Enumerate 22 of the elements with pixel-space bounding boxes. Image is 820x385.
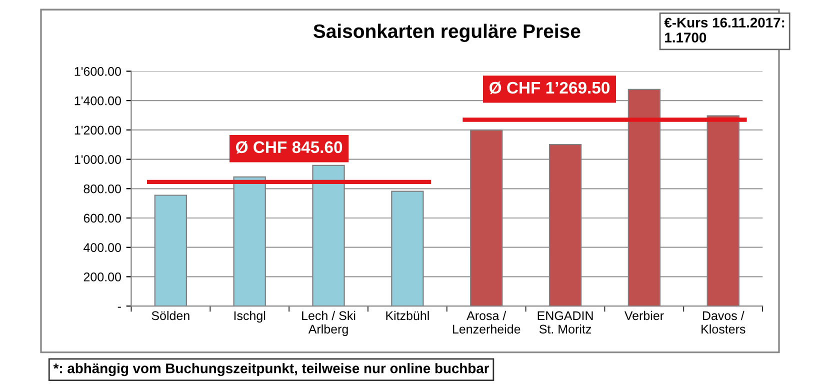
x-tick-label: Davos / Klosters [702,310,746,334]
x-tick-label: Arosa / Lenzerheide [452,310,520,334]
x-tick-label: Ischgl [234,310,266,323]
x-tick-label: ENGADIN St. Moritz [538,311,593,334]
ref-line-label: Ø CHF 1’269.50 [490,82,610,94]
y-tick-label: 1'400.00 [74,96,121,106]
x-tick-label: Lech / Ski Arlberg [302,310,356,336]
y-tick-label: 600.00 [84,214,121,223]
y-tick-label: 1'000.00 [74,155,121,164]
y-tick-label: 400.00 [84,243,121,252]
y-tick-label: - [118,306,121,308]
x-tick-label: Kitzbühl [386,310,429,320]
text: *: abhängig vom Buchungszeitpunkt, teilweise nur online buchbar [53,363,490,376]
x-tick-label: Verbier [624,310,664,320]
x-tick-label: Sölden [152,310,190,320]
y-tick-label: 800.00 [84,184,121,194]
y-tick-label: 1'600.00 [74,67,121,76]
y-tick-label: 200.00 [84,272,121,282]
chart-title: Saisonkarten reguläre Preise [313,24,580,42]
y-tick-label: 1'200.00 [74,126,121,135]
text: €-Kurs 16.11.2017: 1.1700 [664,18,784,42]
ref-line-label: Ø CHF 845.60 [236,140,342,154]
